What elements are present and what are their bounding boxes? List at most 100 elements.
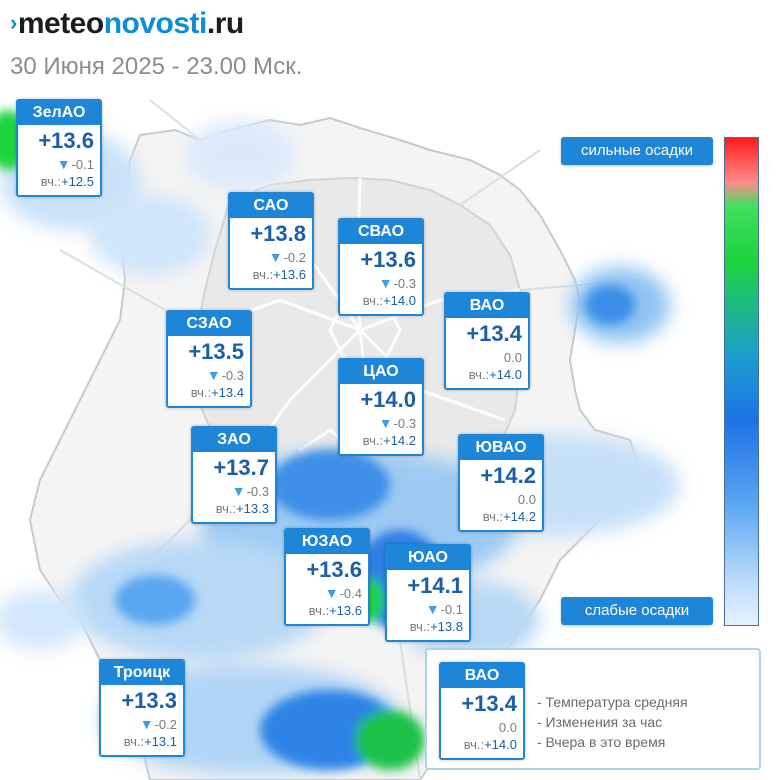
arrow-down-icon: ▼ [378, 275, 393, 291]
yesterday-value: +14.0 [484, 737, 517, 752]
yesterday-label: вч.: [308, 603, 330, 618]
district-name: ЮАО [387, 546, 469, 570]
yesterday-temperature: вч.:+14.2 [363, 433, 416, 449]
precip-core-west [115, 575, 195, 625]
district-card-cao[interactable]: ЦАО +14.0 ▼-0.3 вч.:+14.2 [338, 358, 424, 456]
hourly-change: ▼-0.3 [207, 367, 244, 384]
hourly-change: 0.0 [517, 491, 536, 508]
hourly-change: ▼-0.3 [379, 275, 416, 292]
legend-line-yesterday: - Вчера в это время [537, 734, 666, 750]
change-value: -0.1 [440, 602, 463, 617]
yesterday-value: +13.6 [273, 267, 306, 282]
yesterday-temperature: вч.:+14.0 [469, 367, 522, 383]
hourly-change: ▼-0.3 [232, 483, 269, 500]
temperature-average: +14.0 [360, 387, 416, 412]
legend-line-average: - Температура средняя [537, 694, 688, 710]
legend-explanations: - Температура средняя - Изменения за час… [537, 692, 688, 752]
yesterday-label: вч.: [190, 385, 212, 400]
yesterday-label: вч.: [362, 293, 384, 308]
yesterday-label: вч.: [409, 619, 431, 634]
scale-label-weak: слабые осадки [561, 597, 713, 625]
arrow-down-icon: ▼ [139, 716, 154, 732]
precipitation-scale-bar [724, 137, 759, 626]
district-name: ЗАО [193, 428, 275, 452]
district-name: ЮВАО [460, 436, 542, 460]
temperature-average: +13.6 [360, 247, 416, 272]
temperature-average: +14.2 [480, 463, 536, 488]
district-name: ВАО [441, 664, 523, 688]
yesterday-value: +14.2 [383, 433, 416, 448]
arrow-down-icon: ▼ [378, 415, 393, 431]
change-value: -0.3 [393, 276, 416, 291]
brand-part-c: .ru [206, 7, 244, 40]
yesterday-label: вч.: [123, 734, 145, 749]
temperature-average: +13.4 [466, 321, 522, 346]
yesterday-temperature: вч.:+12.5 [41, 174, 94, 190]
precip-cloud-far-west [0, 590, 85, 650]
district-card-sao[interactable]: САО +13.8 ▼-0.2 вч.:+13.6 [228, 192, 314, 290]
arrow-down-icon: ▼ [56, 156, 71, 172]
yesterday-value: +13.1 [144, 734, 177, 749]
district-card-zao[interactable]: ЗАО +13.7 ▼-0.3 вч.:+13.3 [191, 426, 277, 524]
yesterday-value: +13.6 [329, 603, 362, 618]
hourly-change: ▼-0.1 [426, 601, 463, 618]
change-value: -0.2 [283, 250, 306, 265]
district-card-zelao[interactable]: ЗелАО +13.6 ▼-0.1 вч.:+12.5 [16, 99, 102, 197]
district-name: ЦАО [340, 360, 422, 384]
yesterday-label: вч.: [215, 501, 237, 516]
district-name: СВАО [340, 220, 422, 244]
district-card-yuzao[interactable]: ЮЗАО +13.6 ▼-0.4 вч.:+13.6 [284, 528, 370, 626]
yesterday-temperature: вч.:+13.3 [216, 501, 269, 517]
arrow-down-icon: ▼ [206, 367, 221, 383]
yesterday-value: +13.3 [236, 501, 269, 516]
hourly-change: 0.0 [503, 349, 522, 366]
district-card-svao[interactable]: СВАО +13.6 ▼-0.3 вч.:+14.0 [338, 218, 424, 316]
precip-core-south [270, 450, 390, 520]
change-value: 0.0 [498, 720, 517, 735]
district-card-troitsk[interactable]: Троицк +13.3 ▼-0.2 вч.:+13.1 [99, 659, 185, 757]
yesterday-temperature: вч.:+14.0 [464, 737, 517, 753]
yesterday-label: вч.: [40, 174, 62, 189]
precip-green-far-south [355, 710, 425, 770]
temperature-average: +13.7 [213, 455, 269, 480]
temperature-average: +13.8 [250, 221, 306, 246]
change-value: 0.0 [503, 350, 522, 365]
hourly-change: ▼-0.4 [325, 585, 362, 602]
temperature-average: +14.1 [407, 573, 463, 598]
precip-core-east [585, 285, 635, 325]
arrow-down-icon: ▼ [231, 483, 246, 499]
forecast-datetime: 30 Июня 2025 - 23.00 Мск. [10, 53, 303, 80]
arrow-down-icon: ▼ [324, 585, 339, 601]
district-card-vao[interactable]: ВАО +13.4 0.0 вч.:+14.0 [444, 292, 530, 390]
hourly-change: ▼-0.3 [379, 415, 416, 432]
temperature-average: +13.6 [306, 557, 362, 582]
temperature-average: +13.5 [188, 339, 244, 364]
arrow-down-icon: ▼ [425, 601, 440, 617]
legend-box: ВАО +13.4 0.0 вч.:+14.0 - Температура ср… [425, 648, 761, 770]
yesterday-value: +13.4 [211, 385, 244, 400]
precip-cloud-north [90, 195, 210, 275]
district-card-yuao[interactable]: ЮАО +14.1 ▼-0.1 вч.:+13.8 [385, 544, 471, 642]
site-logo[interactable]: ›meteonovosti.ru [10, 6, 244, 44]
legend-line-hourly-change: - Изменения за час [537, 714, 663, 730]
district-card-yuvao[interactable]: ЮВАО +14.2 0.0 вч.:+14.2 [458, 434, 544, 532]
yesterday-temperature: вч.:+13.8 [410, 619, 463, 635]
brand-part-b: novosti [103, 7, 208, 40]
yesterday-temperature: вч.:+13.6 [253, 267, 306, 283]
change-value: -0.2 [154, 717, 177, 732]
yesterday-temperature: вч.:+13.4 [191, 385, 244, 401]
change-value: 0.0 [517, 492, 536, 507]
precip-cloud-north-2 [185, 120, 295, 190]
yesterday-label: вч.: [362, 433, 384, 448]
yesterday-value: +14.2 [503, 509, 536, 524]
yesterday-label: вч.: [468, 367, 490, 382]
brand-mark: › [10, 10, 17, 35]
change-value: -0.4 [339, 586, 362, 601]
district-card-szao[interactable]: СЗАО +13.5 ▼-0.3 вч.:+13.4 [166, 310, 252, 408]
district-name: СЗАО [168, 312, 250, 336]
hourly-change: ▼-0.1 [57, 156, 94, 173]
hourly-change: ▼-0.2 [140, 716, 177, 733]
legend-sample-card: ВАО +13.4 0.0 вч.:+14.0 [439, 662, 525, 760]
yesterday-value: +14.0 [383, 293, 416, 308]
change-value: -0.1 [71, 157, 94, 172]
